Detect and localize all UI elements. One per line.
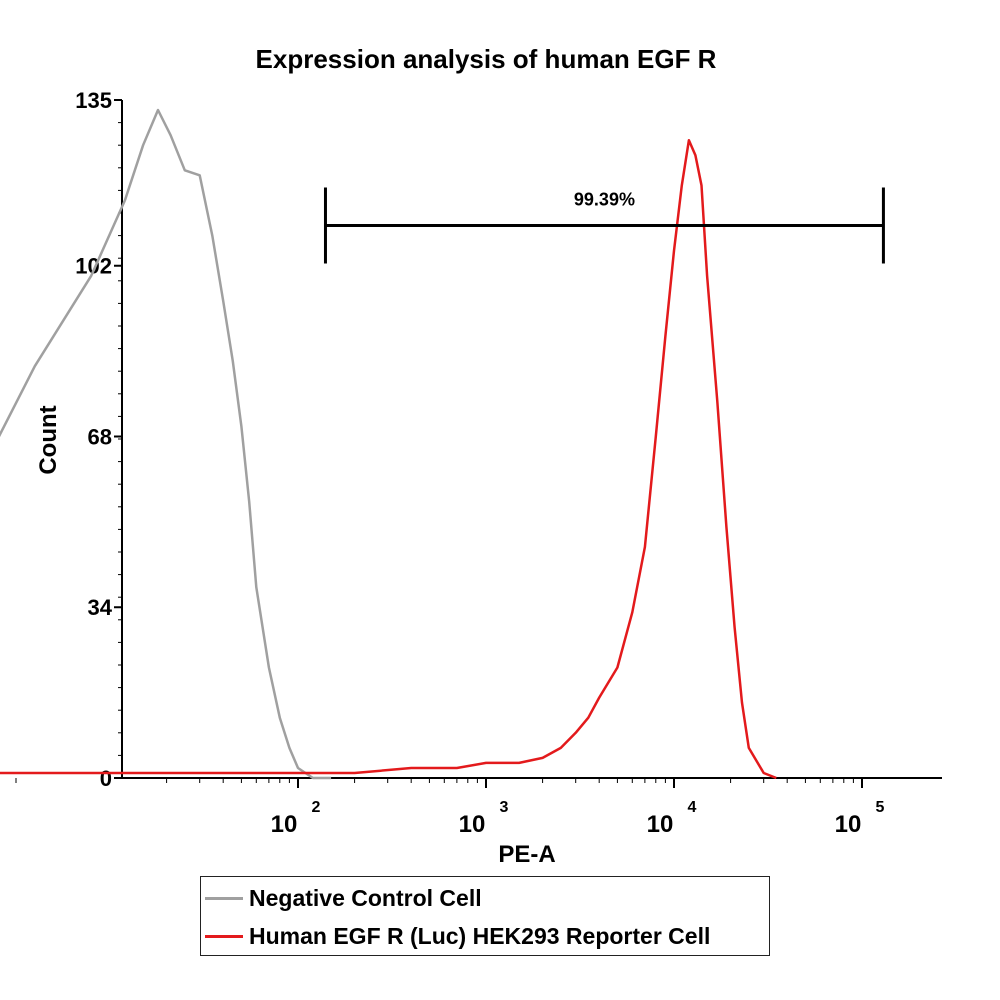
- x-tick-label: 10: [459, 811, 486, 838]
- chart-axes: [121, 100, 942, 779]
- chart-title: Expression analysis of human EGF R: [256, 44, 717, 74]
- x-tick-label: 10: [271, 811, 298, 838]
- legend-swatch-negative: [205, 896, 243, 900]
- y-axis-ticks: 0 34 68 102 135: [75, 88, 122, 791]
- y-tick-label: 34: [88, 595, 113, 620]
- y-tick-label: 68: [88, 424, 112, 449]
- legend-item-negative: Negative Control Cell: [205, 883, 482, 913]
- x-tick-exponent: 4: [688, 799, 697, 816]
- y-tick-label: 0: [100, 766, 112, 791]
- y-tick-label: 135: [75, 88, 112, 113]
- x-axis-ticks: -101102103104105: [15, 778, 885, 838]
- legend-item-reporter: Human EGF R (Luc) HEK293 Reporter Cell: [205, 921, 710, 951]
- gate: 99.39%: [323, 187, 885, 264]
- legend-label-reporter: Human EGF R (Luc) HEK293 Reporter Cell: [249, 922, 711, 949]
- series-layer: [0, 108, 777, 780]
- legend-label-negative: Negative Control Cell: [249, 884, 482, 911]
- x-axis-label: PE-A: [498, 841, 555, 868]
- gate-percentage: 99.39%: [574, 190, 635, 210]
- x-tick-label: 10: [647, 811, 674, 838]
- x-tick-exponent: 3: [500, 799, 509, 816]
- x-tick-exponent: 5: [876, 799, 885, 816]
- y-tick-label: 102: [75, 254, 112, 279]
- reporter-cell-series: [0, 138, 777, 780]
- x-tick-exponent: 2: [312, 799, 321, 816]
- legend: Negative Control Cell Human EGF R (Luc) …: [200, 876, 770, 956]
- negative-control-series: [0, 108, 332, 780]
- y-axis-label: Count: [35, 405, 62, 474]
- x-tick-label: 10: [835, 811, 862, 838]
- legend-swatch-reporter: [205, 934, 243, 938]
